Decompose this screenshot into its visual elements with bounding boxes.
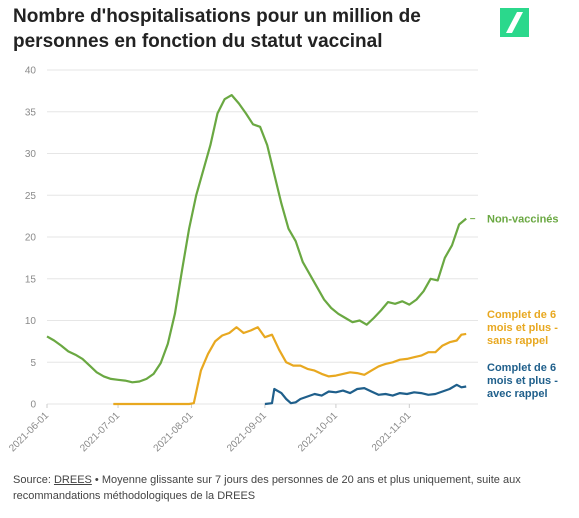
y-tick-label: 10 <box>25 316 37 327</box>
y-tick-label: 15 <box>25 274 37 285</box>
chart-title: Nombre d'hospitalisations pour un millio… <box>13 6 421 52</box>
series-line-non-vaccines <box>46 94 467 384</box>
gridlines <box>47 69 478 405</box>
x-tick-label: 2021-11-01 <box>370 410 414 454</box>
end-label-avec-rappel: avec rappel <box>487 388 548 400</box>
logo-slash-icon <box>506 12 523 33</box>
end-label-sans-rappel: sans rappel <box>487 335 548 347</box>
x-tick-label: 2021-06-01 <box>7 410 51 454</box>
y-axis-ticks: 0 5 10 15 20 25 30 35 40 <box>25 66 37 411</box>
series-lines <box>46 94 467 406</box>
y-tick-label: 40 <box>25 66 37 77</box>
end-label-sans-rappel: Complet de 6 <box>487 309 556 321</box>
x-tick-label: 2021-08-01 <box>152 410 196 454</box>
source-note: Source: DREES • Moyenne glissante sur 7 … <box>13 472 568 504</box>
huffpost-logo <box>500 8 529 37</box>
x-tick-label: 2021-09-01 <box>225 410 269 454</box>
x-axis-ticks: 2021-06-01 2021-07-01 2021-08-01 2021-09-01… <box>7 404 414 454</box>
source-description: • Moyenne glissante sur 7 jours des pers… <box>13 474 521 502</box>
y-tick-label: 5 <box>30 358 36 369</box>
x-tick-label: 2021-10-01 <box>296 410 340 454</box>
end-label-avec-rappel: mois et plus - <box>487 375 558 387</box>
series-line-sans-rappel <box>113 326 467 406</box>
series-line-avec-rappel <box>264 383 467 406</box>
y-tick-label: 25 <box>25 191 37 202</box>
y-tick-label: 20 <box>25 233 37 244</box>
y-tick-label: 0 <box>30 400 36 411</box>
source-link-drees[interactable]: DREES <box>53 474 92 486</box>
end-label-non-vaccines: Non-vaccinés <box>487 214 559 226</box>
end-label-avec-rappel: Complet de 6 <box>487 362 556 374</box>
y-tick-label: 35 <box>25 107 37 118</box>
y-tick-label: 30 <box>25 149 37 160</box>
end-label-sans-rappel: mois et plus - <box>487 322 558 334</box>
x-tick-label: 2021-07-01 <box>78 410 122 454</box>
source-prefix: Source: <box>13 474 54 486</box>
